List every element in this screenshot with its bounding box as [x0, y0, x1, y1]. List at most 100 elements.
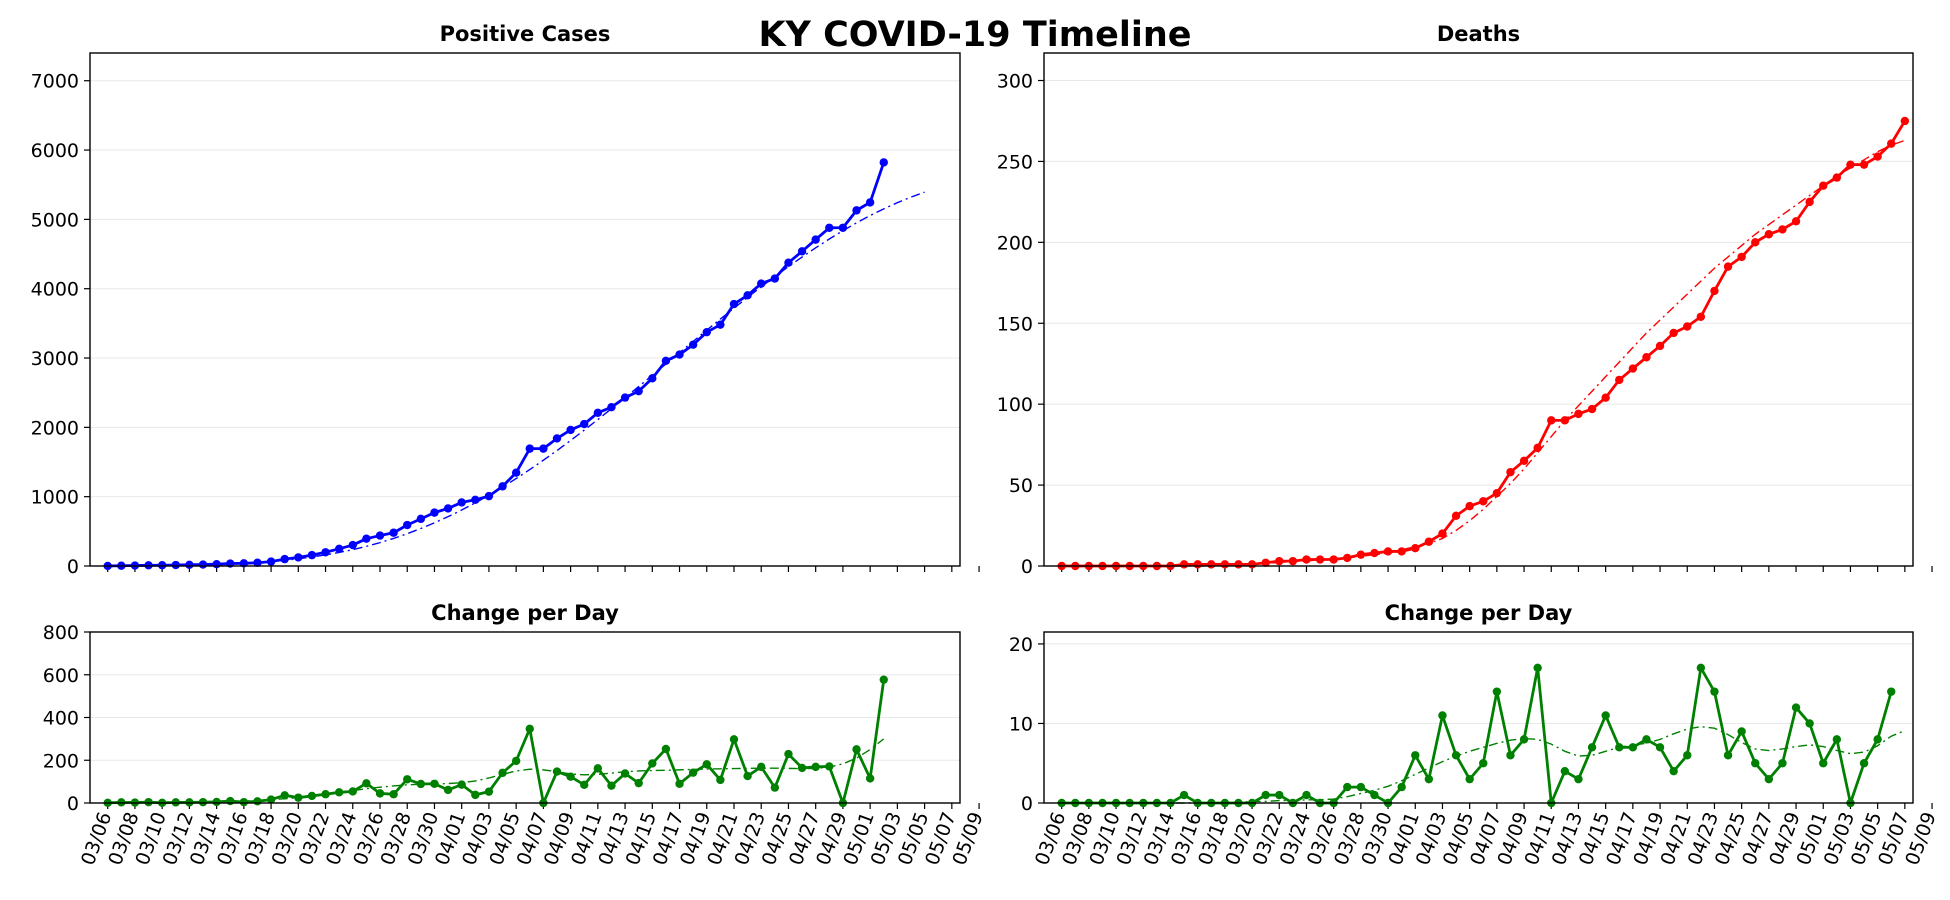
data-point: [403, 520, 412, 530]
data-point: [1669, 328, 1678, 338]
data-point: [716, 775, 725, 785]
data-point: [321, 790, 330, 799]
data-point: [1723, 262, 1733, 271]
data-point: [1832, 173, 1842, 182]
data-point: [1710, 687, 1719, 696]
data-point: [770, 783, 780, 792]
data-point: [280, 791, 289, 800]
data-point: [1601, 711, 1610, 720]
data-point: [1642, 735, 1651, 744]
y-tick-label: 10: [1009, 713, 1033, 735]
data-point: [716, 320, 725, 329]
data-point: [171, 560, 180, 570]
data-point: [403, 775, 412, 784]
data-point: [852, 745, 861, 754]
data-point: [1683, 751, 1692, 760]
data-point: [443, 785, 453, 795]
data-point: [1261, 790, 1270, 800]
data-point: [294, 553, 303, 562]
data-point: [838, 223, 848, 232]
data-point: [1383, 547, 1393, 556]
data-point: [1506, 751, 1515, 760]
y-tick-label: 600: [43, 665, 79, 687]
data-point: [1356, 550, 1366, 559]
data-point: [852, 206, 861, 215]
panel-bottom-right: Change per Day0102003/0603/0803/1003/120…: [1009, 601, 1941, 868]
data-point: [1751, 238, 1760, 247]
data-point: [1465, 774, 1474, 784]
data-point: [702, 760, 711, 769]
data-point: [457, 780, 466, 789]
data-point: [157, 561, 167, 570]
data-point: [471, 790, 480, 800]
data-point: [1465, 501, 1474, 511]
data-point: [266, 795, 276, 804]
data-point: [1832, 735, 1842, 744]
data-point: [362, 779, 371, 788]
data-point: [334, 544, 344, 554]
panel-title: Change per Day: [431, 601, 619, 625]
y-tick-label: 300: [997, 71, 1033, 93]
panel-top-right: Deaths 0 50 100 150 200 250 300: [997, 22, 1933, 578]
data-point: [1479, 497, 1488, 506]
data-point: [1805, 197, 1814, 207]
axes-frame: [1043, 631, 1914, 804]
data-point: [1751, 759, 1760, 768]
data-point: [1873, 152, 1882, 161]
y-tick-label: 3000: [31, 348, 79, 370]
data-point: [253, 797, 262, 806]
data-point: [1302, 790, 1311, 800]
data-point: [607, 781, 616, 790]
data-point: [484, 787, 494, 796]
data-point: [1533, 663, 1542, 672]
data-point: [757, 279, 766, 288]
data-point: [1791, 217, 1801, 226]
data-point: [1628, 364, 1638, 373]
data-point: [457, 498, 466, 507]
data-point: [525, 444, 534, 453]
data-point: [1506, 467, 1515, 477]
figure-title: KY COVID-19 Timeline: [758, 15, 1191, 55]
data-point: [539, 444, 548, 453]
data-point: [879, 158, 888, 167]
data-point: [879, 675, 888, 684]
data-point: [729, 735, 739, 744]
data-point: [1451, 511, 1461, 521]
data-point: [484, 491, 494, 501]
data-point: [1424, 774, 1434, 784]
data-point: [1587, 404, 1597, 414]
data-point: [1819, 759, 1828, 768]
data-point: [1207, 560, 1216, 569]
data-point: [811, 235, 820, 244]
data-point: [1900, 116, 1910, 126]
y-tick-label: 100: [997, 394, 1033, 416]
data-point: [1370, 790, 1379, 800]
y-tick-label: 1000: [31, 487, 79, 509]
data-point: [1696, 312, 1706, 321]
data-point: [702, 327, 711, 337]
data-point: [1343, 782, 1352, 792]
data-point: [593, 408, 603, 417]
data-point: [1791, 703, 1801, 712]
data-point: [253, 558, 262, 567]
y-tick-label: 0: [67, 556, 79, 578]
data-point: [797, 247, 807, 256]
data-point: [321, 548, 330, 557]
data-point: [1655, 341, 1665, 351]
data-point: [1859, 759, 1869, 768]
data-point: [1587, 743, 1597, 752]
data-point: [1601, 393, 1610, 402]
data-point: [1519, 735, 1529, 744]
data-point: [443, 504, 453, 513]
y-tick-label: 250: [997, 151, 1033, 173]
data-point: [1574, 774, 1583, 784]
y-tick-label: 200: [997, 232, 1033, 254]
data-point: [1737, 252, 1746, 262]
data-point: [416, 514, 426, 524]
data-point: [307, 550, 317, 560]
data-point: [1411, 751, 1420, 760]
y-tick-label: 0: [67, 793, 79, 815]
trend-line: [107, 738, 885, 804]
data-point: [865, 198, 875, 207]
